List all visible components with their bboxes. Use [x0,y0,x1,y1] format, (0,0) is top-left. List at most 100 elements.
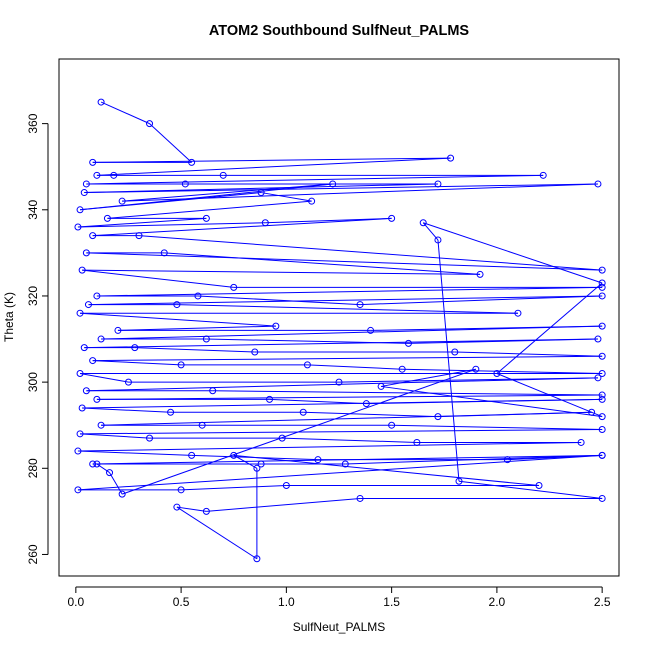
series-segment [307,364,403,370]
series-segment [80,433,150,439]
series-segment [496,282,603,374]
data-point [78,404,86,412]
data-point [577,438,585,446]
series-segment [84,338,598,349]
data-point [93,171,101,179]
data-point [74,223,82,231]
data-point [76,370,84,378]
data-point [118,197,126,205]
series-segment [282,437,417,443]
data-point [194,292,202,300]
data-point [177,486,185,494]
data-point [89,460,97,468]
data-point [335,378,343,386]
series-segment [422,222,439,241]
data-point [356,301,364,309]
series-segment [96,394,603,400]
data-point [451,348,459,356]
data-point [598,494,606,502]
data-point [398,365,406,373]
series-segment [101,411,592,426]
data-point [114,326,122,334]
series-segment [77,441,582,452]
data-point [594,335,602,343]
series-segment [345,454,603,465]
x-tick-label: 0.5 [173,595,190,609]
series-segment [86,174,544,185]
data-point [230,451,238,459]
data-point [188,451,196,459]
data-point [377,382,385,390]
data-point [329,180,337,188]
series-segment [80,312,276,327]
data-point [598,352,606,360]
series-segment [197,295,361,306]
x-tick-label: 0.0 [67,595,84,609]
series-segment [84,183,598,194]
data-point [314,456,322,464]
data-point [80,189,88,197]
data-point [181,180,189,188]
series-segment [381,368,476,387]
data-point [434,180,442,188]
series-segment [77,450,192,456]
data-point [202,507,210,515]
chart-title: ATOM2 Southbound SulfNeut_PALMS [209,23,470,39]
series-segment [176,304,518,314]
data-point [118,490,126,498]
data-point [598,391,606,399]
data-point [594,374,602,382]
data-point [76,430,84,438]
data-point [447,154,455,162]
data-point [539,171,547,179]
y-tick-label: 320 [26,286,40,306]
series-segment [79,373,129,383]
data-point [257,189,265,197]
data-point [341,460,349,468]
series-segment [80,429,603,435]
series-segment [233,454,540,487]
series-segment [164,252,481,275]
series-segment [92,454,603,465]
data-point [78,266,86,274]
series-segment [92,217,392,237]
data-point [413,438,421,446]
data-point [177,361,185,369]
plot-frame [58,58,620,577]
data-point [367,326,375,334]
data-point [476,270,484,278]
data-point [146,120,154,128]
data-point [272,322,280,330]
y-axis-label: Theta (K) [2,292,16,342]
series-segment [496,373,603,418]
y-tick-label: 300 [26,372,40,392]
series-segment [77,217,207,228]
series-segment [96,286,603,297]
data-point [261,219,269,227]
x-tick-label: 1.0 [278,595,295,609]
series-segment [402,368,603,375]
series-segment [134,347,255,353]
data-point [173,301,181,309]
data-point [146,434,154,442]
series-segment [77,454,603,491]
x-axis-label: SulfNeut_PALMS [293,620,386,634]
data-point [362,400,370,408]
series-segment [391,424,603,431]
series-segment [80,192,262,211]
series-layer [74,98,606,563]
y-tick-label: 280 [26,458,40,478]
data-point [82,387,90,395]
data-point [76,309,84,317]
data-point [97,335,105,343]
series-segment [454,351,603,357]
data-point [251,348,259,356]
data-point [535,482,543,490]
data-point [84,301,92,309]
data-point [198,421,206,429]
data-point [308,197,316,205]
data-point [93,292,101,300]
data-point [588,408,596,416]
series-segment [92,360,182,366]
data-point [97,98,105,106]
